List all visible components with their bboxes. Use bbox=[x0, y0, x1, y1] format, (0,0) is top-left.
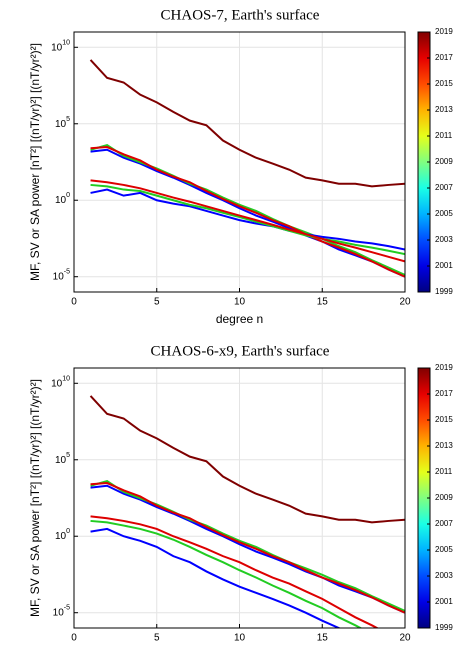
x-tick-label: 20 bbox=[399, 633, 411, 644]
y-tick-label: 100 bbox=[55, 192, 70, 206]
series-line bbox=[90, 480, 405, 612]
colorbar-tick-label: 1999 bbox=[435, 287, 453, 296]
y-tick-label: 1010 bbox=[51, 39, 70, 53]
colorbar-tick-label: 2007 bbox=[435, 519, 453, 528]
series-line bbox=[90, 144, 405, 276]
colorbar-tick-label: 2005 bbox=[435, 545, 453, 554]
x-tick-label: 5 bbox=[154, 633, 160, 644]
y-axis-label: MF, SV or SA power [nT²] [(nT/yr)²] [(nT… bbox=[28, 379, 42, 617]
colorbar-tick-label: 2011 bbox=[435, 131, 453, 140]
colorbar-tick-label: 2013 bbox=[435, 105, 453, 114]
x-tick-label: 0 bbox=[71, 297, 77, 308]
y-axis-label: MF, SV or SA power [nT²] [(nT/yr)²] [(nT… bbox=[28, 43, 42, 281]
plot-frame bbox=[73, 367, 406, 629]
plot-frame bbox=[73, 31, 406, 293]
series-group bbox=[89, 59, 405, 278]
series-line bbox=[89, 395, 405, 524]
y-tick-label: 1010 bbox=[51, 375, 70, 389]
colorbar-tick-label: 2017 bbox=[435, 53, 453, 62]
series-line bbox=[90, 146, 405, 278]
colorbar-tick-label: 2009 bbox=[435, 157, 453, 166]
x-tick-label: 5 bbox=[154, 297, 160, 308]
series-line bbox=[90, 188, 405, 251]
x-axis-label: degree n bbox=[216, 312, 263, 326]
colorbar-tick-label: 2019 bbox=[435, 363, 453, 372]
panel: CHAOS-7, Earth's surface 0 5 10 15 20 10-5 100 1… bbox=[28, 7, 453, 326]
colorbar-tick-label: 2019 bbox=[435, 27, 453, 36]
y-tick-label: 105 bbox=[55, 452, 70, 466]
x-tick-label: 15 bbox=[317, 297, 329, 308]
series-line bbox=[90, 179, 405, 263]
colorbar-tick-label: 1999 bbox=[435, 623, 453, 632]
series-line bbox=[90, 484, 405, 614]
y-tick-label: 10-5 bbox=[53, 269, 70, 283]
y-tick-label: 100 bbox=[55, 528, 70, 542]
series-line bbox=[90, 148, 405, 278]
colorbar-tick-label: 2013 bbox=[435, 441, 453, 450]
colorbar-tick-label: 2001 bbox=[435, 597, 453, 606]
x-tick-label: 20 bbox=[399, 297, 411, 308]
series-line bbox=[90, 515, 380, 628]
x-tick-label: 15 bbox=[317, 633, 329, 644]
x-tick-label: 10 bbox=[234, 297, 246, 308]
colorbar-tick-label: 2011 bbox=[435, 467, 453, 476]
series-line bbox=[90, 482, 405, 614]
colorbar-tick-label: 2017 bbox=[435, 389, 453, 398]
colorbar-tick-label: 2015 bbox=[435, 415, 453, 424]
colorbar-tick-label: 2001 bbox=[435, 261, 453, 270]
series-group bbox=[89, 395, 405, 628]
y-tick-label: 10-5 bbox=[53, 605, 70, 619]
x-tick-label: 0 bbox=[71, 633, 77, 644]
x-tick-label: 10 bbox=[234, 633, 246, 644]
chart-title: CHAOS-7, Earth's surface bbox=[161, 7, 320, 23]
colorbar-tick-label: 2015 bbox=[435, 79, 453, 88]
series-line bbox=[89, 59, 405, 188]
colorbar-tick-label: 2005 bbox=[435, 209, 453, 218]
y-tick-label: 105 bbox=[55, 116, 70, 130]
series-line bbox=[90, 527, 342, 628]
colorbar-tick-label: 2009 bbox=[435, 493, 453, 502]
chart-title: CHAOS-6-x9, Earth's surface bbox=[151, 343, 330, 359]
x-axis-label: degree n bbox=[216, 648, 263, 650]
colorbar-tick-label: 2007 bbox=[435, 183, 453, 192]
panel: CHAOS-6-x9, Earth's surface 0 5 10 15 20 10-5 1… bbox=[28, 343, 453, 650]
series-line bbox=[90, 183, 405, 256]
colorbar-tick-label: 2003 bbox=[435, 235, 453, 244]
series-line bbox=[90, 519, 363, 628]
colorbar-tick-label: 2003 bbox=[435, 571, 453, 580]
